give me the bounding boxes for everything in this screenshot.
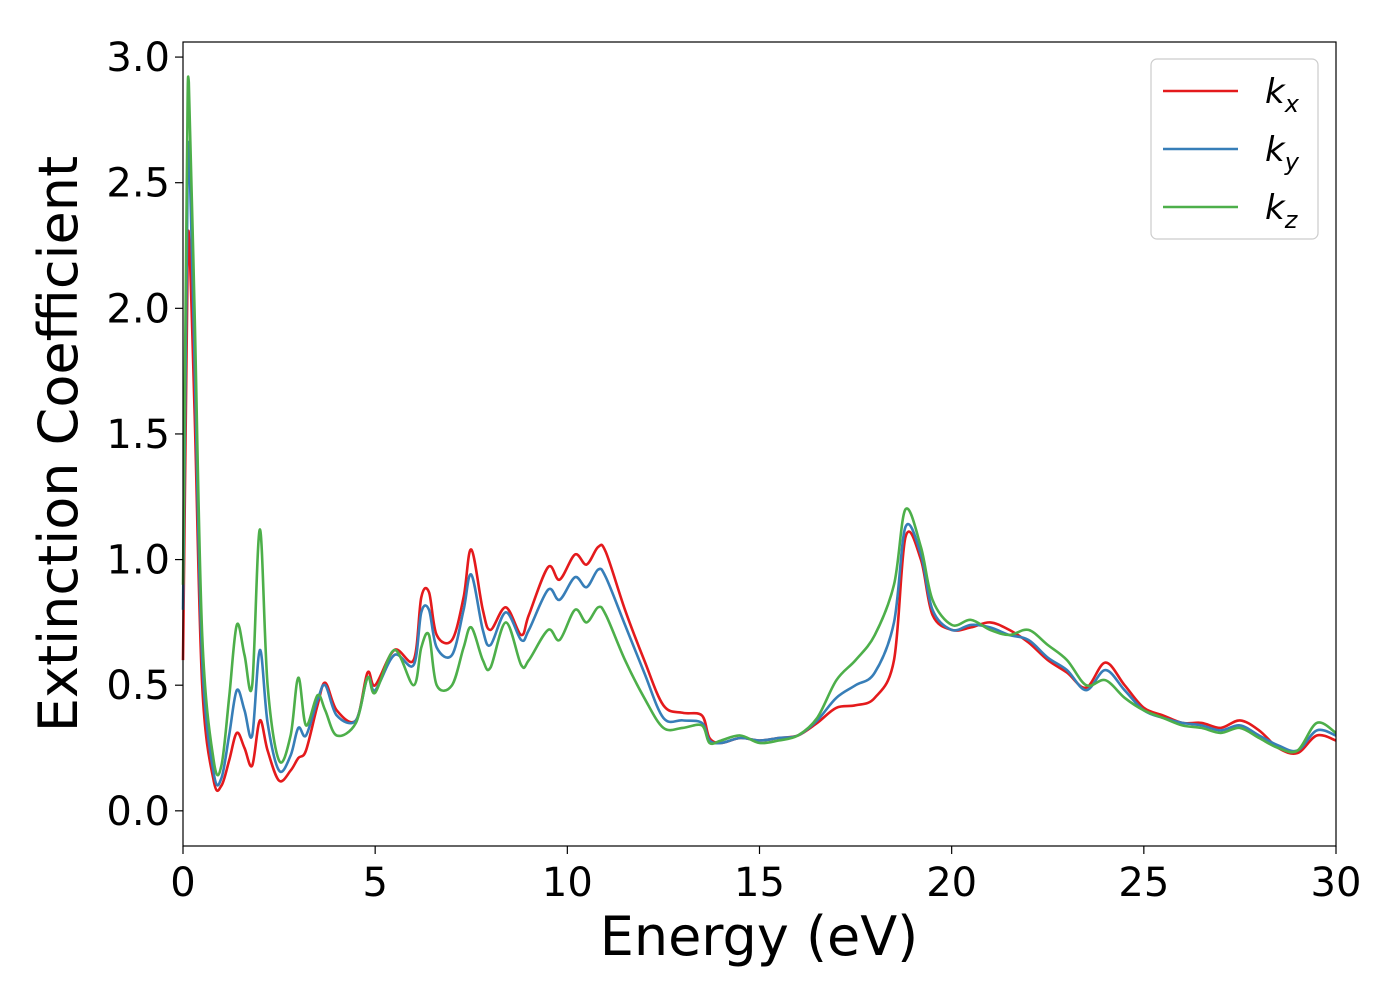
y-tick-label: 0.0 <box>106 789 170 835</box>
series-line-z <box>181 75 1337 777</box>
x-tick-label: 5 <box>362 860 387 906</box>
x-axis: 0 5 10 15 20 25 30 <box>170 846 1361 906</box>
legend-label-y: ky <box>1265 130 1300 176</box>
y-tick-label: 1.5 <box>106 412 170 458</box>
series-lines <box>181 75 1337 793</box>
series-line-x <box>181 229 1337 793</box>
x-tick-label: 30 <box>1311 860 1362 906</box>
legend: kx ky kz <box>1150 58 1319 240</box>
x-tick-label: 0 <box>170 860 195 906</box>
x-tick-label: 20 <box>926 860 977 906</box>
legend-label-x: kx <box>1265 72 1300 118</box>
y-tick-label: 0.5 <box>106 663 170 709</box>
x-tick-label: 25 <box>1118 860 1169 906</box>
y-axis: 0.0 0.5 1.0 1.5 2.0 2.5 3.0 <box>106 35 183 835</box>
y-tick-label: 3.0 <box>106 35 170 81</box>
series-line-y <box>181 140 1337 787</box>
x-axis-title: Energy (eV) <box>600 905 919 968</box>
y-tick-label: 2.0 <box>106 286 170 332</box>
x-tick-label: 10 <box>542 860 593 906</box>
y-axis-title: Extinction Coefficient <box>27 156 90 732</box>
legend-label-z: kz <box>1265 188 1299 234</box>
x-tick-label: 15 <box>734 860 785 906</box>
y-tick-label: 1.0 <box>106 538 170 584</box>
y-tick-label: 2.5 <box>106 161 170 207</box>
